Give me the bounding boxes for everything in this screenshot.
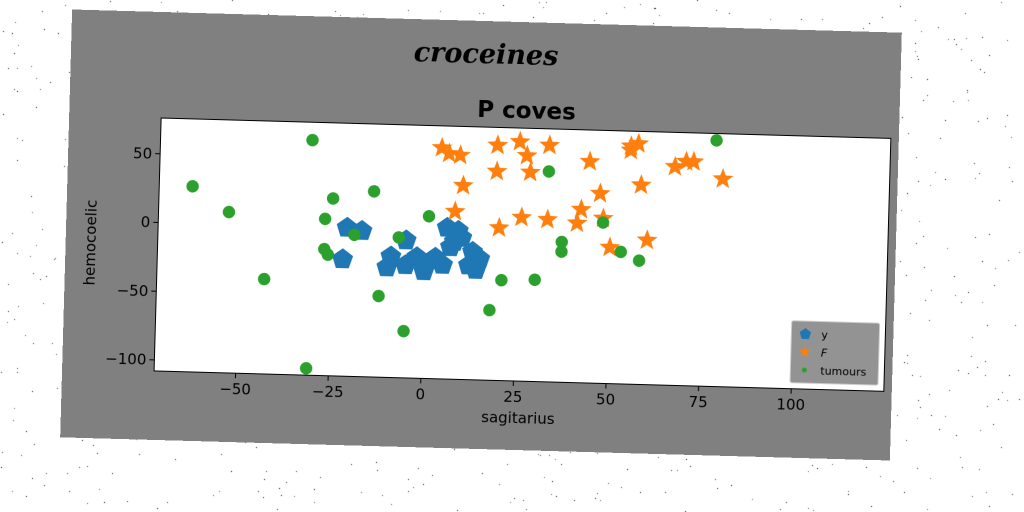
- data-point: [509, 130, 531, 151]
- plot-area: [153, 117, 892, 392]
- data-point: [222, 205, 236, 219]
- data-point: [452, 174, 474, 195]
- legend-marker-tumours: [801, 367, 807, 373]
- data-point: [539, 134, 561, 155]
- data-point: [380, 245, 402, 266]
- data-point: [555, 235, 568, 249]
- x-axis: −50 −25 0 25 50 75 100: [219, 373, 805, 414]
- data-point: [318, 212, 332, 226]
- data-point: [483, 303, 496, 317]
- data-point: [431, 136, 453, 157]
- scatter-chart: −50 −25 0 25 50 75 100 −100 −50 0 50 P coves sagi…: [80, 97, 892, 428]
- data-point: [444, 200, 466, 221]
- data-point: [397, 324, 410, 338]
- y-axis-label: hemocoelic: [80, 199, 100, 285]
- data-point: [406, 246, 428, 267]
- legend-marker-y: [799, 328, 812, 340]
- data-point: [424, 249, 446, 270]
- x-tick-label: 50: [596, 390, 616, 409]
- data-point: [443, 230, 465, 251]
- data-point: [599, 236, 621, 257]
- data-point: [348, 228, 361, 242]
- data-point: [630, 174, 652, 195]
- legend-marker-F: [799, 346, 811, 358]
- y-tick-label: −50: [116, 281, 148, 300]
- data-point: [620, 139, 642, 160]
- data-point: [519, 161, 541, 182]
- data-point: [555, 245, 568, 258]
- data-point: [321, 248, 335, 261]
- x-tick-label: −50: [219, 380, 251, 399]
- data-point: [488, 216, 510, 237]
- data-point: [438, 142, 460, 163]
- x-axis-label: sagitarius: [481, 408, 555, 428]
- series-y: [332, 216, 491, 281]
- data-point: [537, 208, 559, 229]
- y-axis: −100 −50 0 50: [105, 144, 161, 369]
- data-point: [712, 168, 734, 189]
- data-point: [511, 206, 533, 227]
- x-tick-label: 0: [415, 385, 425, 403]
- data-point: [306, 133, 319, 147]
- data-point: [579, 150, 601, 171]
- x-tick-label: 100: [776, 395, 805, 414]
- data-point: [542, 165, 556, 178]
- data-point: [487, 134, 509, 155]
- y-tick-label: 0: [140, 213, 150, 231]
- data-point: [614, 245, 627, 259]
- figure: croceines −50 −25 0 25 50 75 100 −100 −50 0 50 P …: [60, 9, 902, 461]
- data-point: [516, 144, 538, 165]
- data-point: [392, 231, 405, 244]
- data-point: [664, 155, 686, 176]
- chart-title: P coves: [477, 97, 576, 126]
- data-point: [683, 150, 705, 171]
- data-point: [570, 198, 592, 219]
- data-point: [450, 144, 471, 165]
- data-point: [469, 247, 491, 269]
- y-tick-label: −100: [105, 350, 147, 369]
- data-point: [299, 362, 313, 375]
- x-tick-label: −25: [312, 382, 344, 401]
- data-point: [710, 134, 723, 147]
- data-point: [332, 248, 354, 269]
- data-point: [495, 274, 508, 287]
- data-point: [422, 210, 436, 223]
- data-point: [372, 289, 385, 303]
- series-tumours: [186, 133, 723, 375]
- data-point: [326, 192, 340, 205]
- x-tick-label: 75: [688, 393, 708, 412]
- data-point: [257, 272, 271, 286]
- data-point: [186, 180, 199, 193]
- legend-label: F: [821, 347, 828, 360]
- legend-label: y: [821, 329, 828, 342]
- data-point: [566, 212, 588, 233]
- data-point: [632, 254, 646, 267]
- data-point: [636, 229, 658, 250]
- x-tick-label: 25: [503, 388, 523, 407]
- data-point: [486, 160, 508, 181]
- data-point: [528, 273, 541, 286]
- data-point: [589, 182, 611, 203]
- data-point: [596, 216, 610, 229]
- data-point: [367, 185, 381, 198]
- legend-label: tumours: [820, 365, 867, 379]
- y-tick-label: 50: [133, 144, 153, 163]
- chart-marks: [186, 130, 734, 375]
- legend-box: [789, 320, 881, 386]
